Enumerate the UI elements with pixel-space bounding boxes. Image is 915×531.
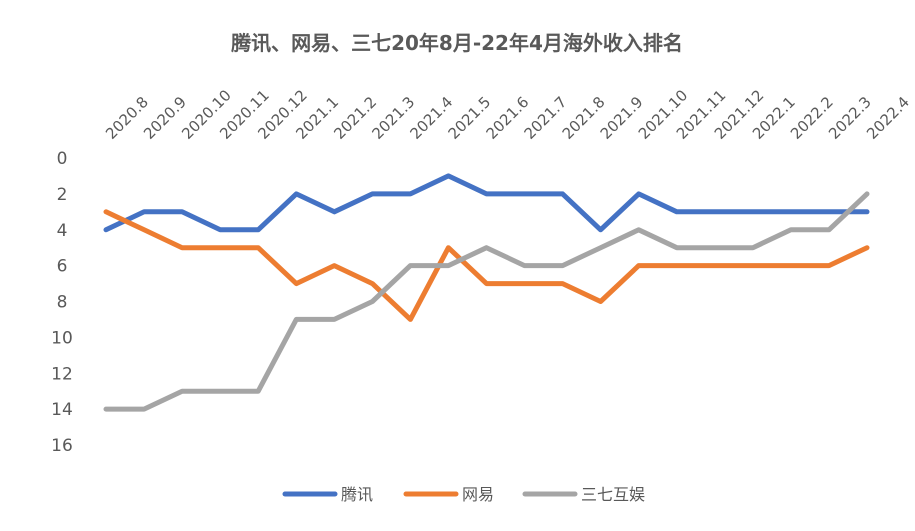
y-tick-label: 2 bbox=[57, 185, 68, 205]
legend-label-1: 腾讯 bbox=[341, 485, 373, 504]
y-tick-label: 12 bbox=[51, 364, 73, 384]
series-line-1 bbox=[103, 173, 870, 233]
y-tick-label: 14 bbox=[51, 400, 73, 420]
series-line-3 bbox=[103, 191, 870, 412]
y-tick-label: 0 bbox=[57, 149, 68, 169]
y-tick-label: 6 bbox=[57, 257, 68, 277]
x-tick-label: 2022.4 bbox=[863, 93, 913, 143]
legend: 腾讯 网易 三七互娱 bbox=[282, 485, 645, 504]
y-tick-label: 8 bbox=[57, 293, 68, 313]
series-line-2 bbox=[103, 209, 870, 322]
x-axis: 2020.82020.92020.102020.112020.122021.12… bbox=[102, 86, 913, 143]
chart-title: 腾讯、网易、三七20年8月-22年4月海外收入排名 bbox=[231, 31, 683, 55]
y-axis: 0 2 4 6 8 10 12 14 16 bbox=[51, 149, 73, 456]
y-tick-label: 4 bbox=[57, 221, 68, 241]
plot-area bbox=[103, 173, 870, 412]
y-tick-label: 16 bbox=[51, 436, 73, 456]
y-tick-label: 10 bbox=[51, 328, 73, 348]
legend-label-2: 网易 bbox=[462, 485, 494, 504]
legend-label-3: 三七互娱 bbox=[581, 485, 645, 504]
